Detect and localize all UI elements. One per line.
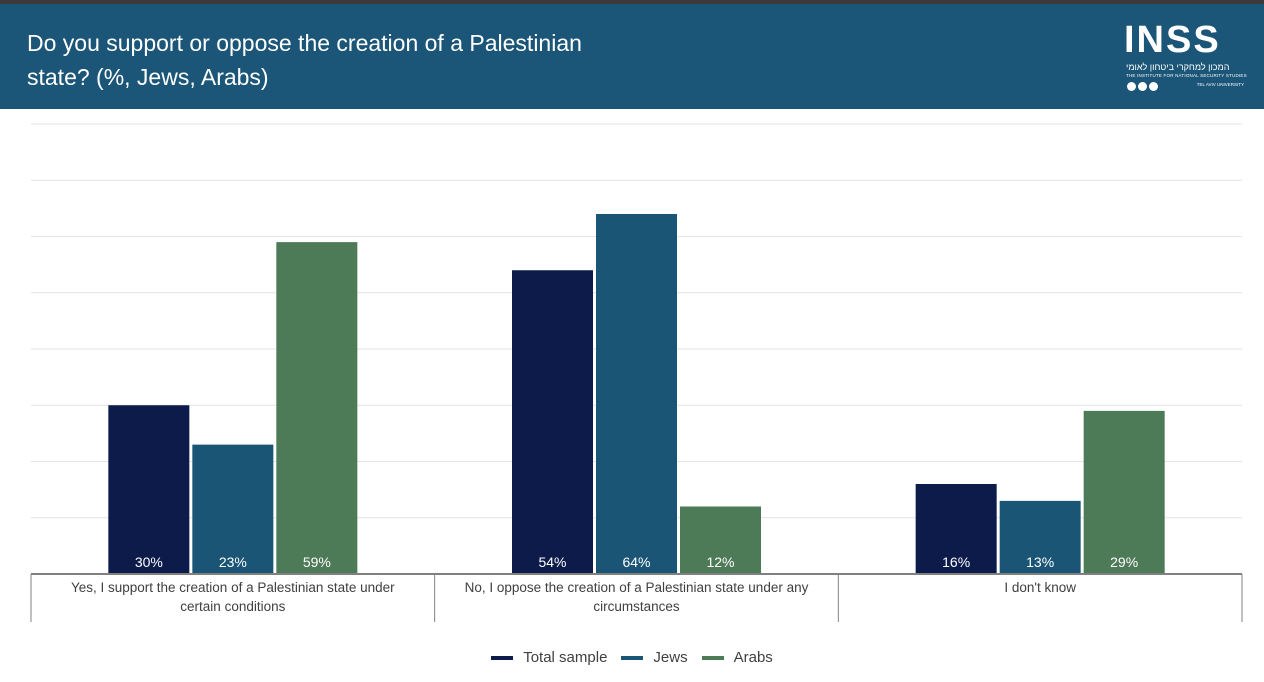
legend-swatch	[701, 655, 724, 660]
legend-label: Jews	[653, 649, 688, 666]
logo-university: TEL AVIV UNIVERSITY	[1196, 82, 1244, 87]
legend-label: Total sample	[523, 649, 608, 666]
category-label: No, I oppose the creation of a Palestini…	[465, 580, 809, 614]
data-label: 59%	[303, 554, 331, 570]
data-label: 16%	[942, 554, 970, 570]
bar	[596, 214, 677, 574]
logo-wordmark: INSS	[1124, 19, 1221, 61]
chart-legend: Total sample Jews Arabs	[0, 649, 1264, 666]
bar-chart: 30% 23% 59% 54% 64% 12% 16% 13% 29% Yes, I suppor…	[30, 123, 1243, 622]
legend-item: Jews	[621, 649, 688, 666]
bar	[276, 242, 358, 574]
legend-item: Total sample	[491, 649, 607, 666]
category-label: Yes, I support the creation of a Palesti…	[71, 580, 395, 614]
data-label: 54%	[538, 554, 566, 570]
category-label-line: I don't know	[1004, 580, 1076, 595]
bar	[192, 444, 274, 574]
legend-swatch	[621, 655, 644, 660]
top-strip	[0, 0, 1264, 4]
header-banner: Do you support or oppose the creation of…	[0, 4, 1264, 109]
data-label: 12%	[706, 554, 734, 570]
category-label-line: certain conditions	[180, 599, 285, 614]
social-icon	[1138, 82, 1147, 91]
data-label: 13%	[1026, 554, 1054, 570]
social-icon	[1149, 82, 1158, 91]
data-label: 64%	[622, 554, 650, 570]
data-label: 23%	[219, 554, 247, 570]
logo-english-subtitle: THE INSTITUTE FOR NATIONAL SECURITY STUD…	[1126, 73, 1247, 78]
bar	[512, 270, 593, 574]
bar	[915, 484, 997, 574]
bar	[1083, 410, 1165, 574]
category-label-line: No, I oppose the creation of a Palestini…	[465, 580, 809, 595]
data-label: 30%	[135, 554, 163, 570]
category-label-line: circumstances	[593, 599, 680, 614]
bar	[999, 500, 1081, 574]
social-icon	[1127, 82, 1136, 91]
chart-title: Do you support or oppose the creation of…	[27, 30, 582, 90]
data-label: 29%	[1110, 554, 1138, 570]
category-label-line: Yes, I support the creation of a Palesti…	[71, 580, 395, 595]
inss-logo: INSS המכון למחקרי ביטחון לאומי THE INSTI…	[1122, 19, 1248, 98]
legend-swatch	[491, 655, 514, 660]
logo-hebrew-subtitle: המכון למחקרי ביטחון לאומי	[1126, 62, 1230, 72]
legend-label: Arabs	[733, 649, 773, 666]
logo-social-icons	[1127, 82, 1158, 91]
bar	[108, 405, 190, 574]
category-label: I don't know	[1004, 580, 1076, 595]
bar	[680, 506, 761, 574]
legend-item: Arabs	[701, 649, 773, 666]
